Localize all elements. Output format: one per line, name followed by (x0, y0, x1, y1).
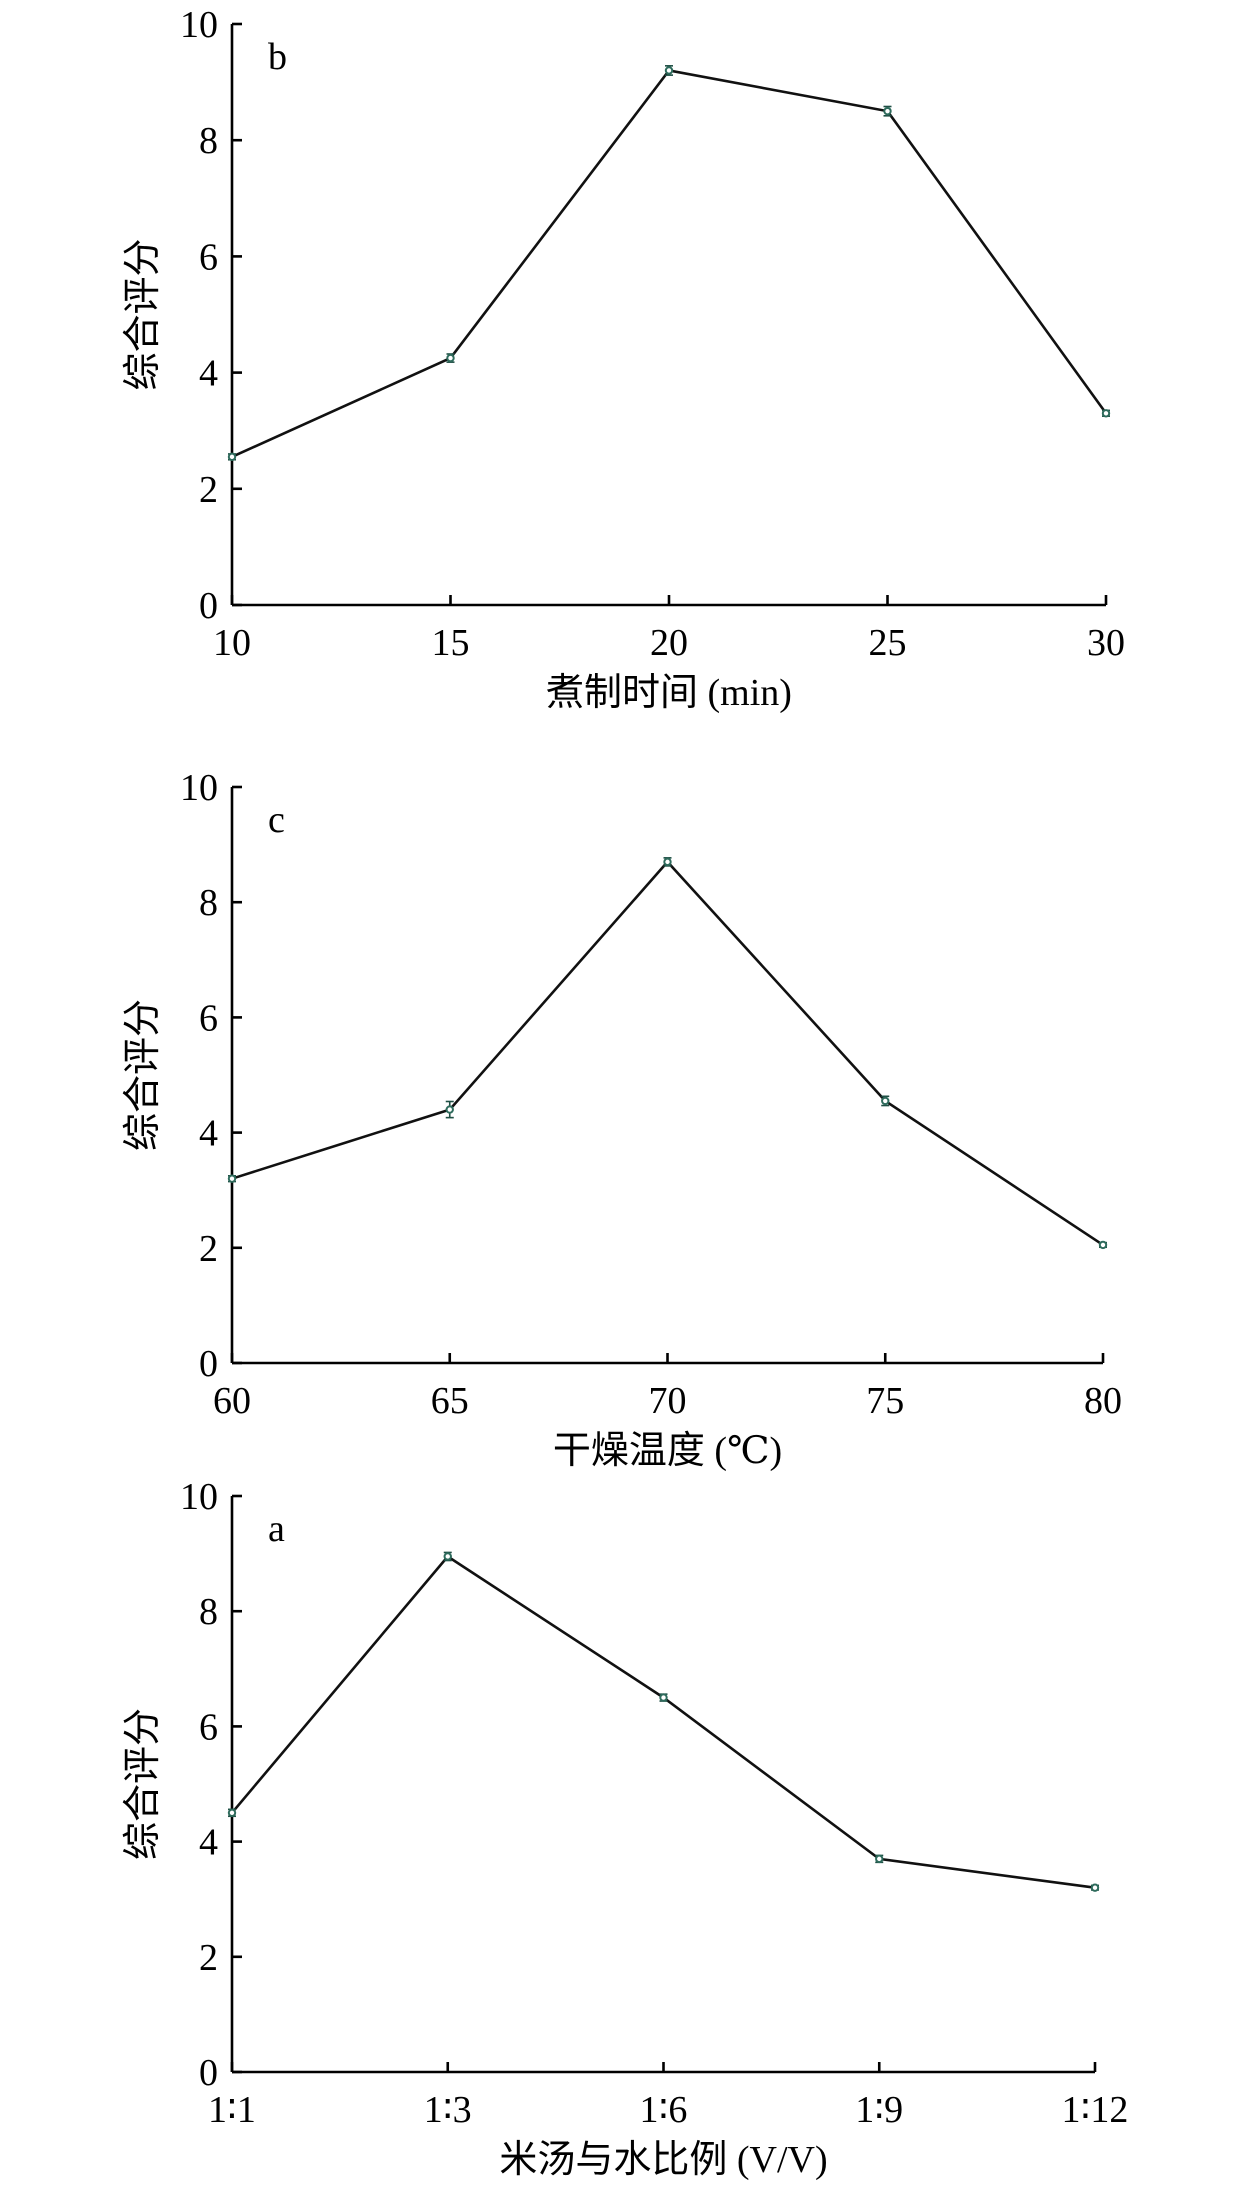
y-tick-label: 0 (199, 1343, 218, 1385)
chart-panel-a: 0 2 4 6 8 10 1∶1 1∶3 1∶6 1∶9 1∶12 米汤与水比例 (V/V) 综合评分 a (122, 1476, 1128, 2181)
x-tick-label: 25 (869, 622, 907, 664)
series-line (231, 69, 1108, 459)
x-tick-label: 65 (431, 1380, 469, 1422)
data-point (227, 1808, 237, 1818)
y-tick-label: 2 (199, 469, 218, 511)
y-axis-title: 综合评分 (122, 999, 164, 1151)
y-tick-label: 0 (199, 2052, 218, 2094)
y-tick-label: 10 (180, 4, 218, 46)
x-tick-label: 1∶9 (855, 2089, 903, 2131)
x-tick-label: 80 (1084, 1380, 1122, 1422)
x-tick-label: 1∶1 (208, 2089, 256, 2131)
data-point (883, 106, 892, 116)
y-tick-label: 2 (199, 1228, 218, 1270)
y-tick-label: 6 (199, 236, 218, 278)
data-point (664, 66, 674, 75)
panel-label: a (268, 1508, 285, 1550)
x-tick-label: 1∶3 (424, 2089, 472, 2131)
y-tick-label: 2 (199, 1937, 218, 1979)
x-tick-label: 1∶6 (640, 2089, 688, 2131)
x-tick-label: 60 (213, 1380, 251, 1422)
chart-panel-b: 0 2 4 6 8 10 10 15 20 25 30 煮制时间 (min) 综合评分 b (122, 4, 1125, 714)
data-point (881, 1096, 890, 1106)
x-tick-label: 15 (432, 622, 470, 664)
x-tick-label: 70 (649, 1380, 687, 1422)
x-tick-label: 1∶12 (1062, 2089, 1129, 2131)
x-axis-title: 米汤与水比例 (V/V) (499, 2139, 827, 2181)
data-point (443, 1552, 452, 1561)
y-tick-label: 8 (199, 882, 218, 924)
y-tick-label: 10 (180, 1476, 218, 1518)
x-tick-label: 10 (213, 622, 251, 664)
data-point (1090, 1883, 1100, 1892)
y-tick-label: 6 (199, 1706, 218, 1748)
data-point (227, 452, 237, 462)
x-tick-label: 75 (866, 1380, 904, 1422)
y-tick-label: 4 (199, 353, 218, 395)
panel-label: c (268, 799, 285, 841)
data-point (227, 1174, 237, 1183)
y-tick-label: 0 (199, 585, 218, 627)
panel-label: b (268, 36, 287, 78)
data-point (445, 1105, 454, 1114)
series-line (231, 859, 1104, 1247)
y-tick-label: 4 (199, 1822, 218, 1864)
data-point (446, 353, 455, 363)
chart-panel-c: 0 2 4 6 8 10 60 65 70 75 80 干燥温度 (℃) 综合评分 c (122, 767, 1122, 1472)
x-axis-title: 煮制时间 (min) (546, 672, 792, 714)
series-line (231, 1554, 1096, 1889)
y-axis-title: 综合评分 (122, 238, 164, 390)
data-point (875, 1854, 884, 1864)
y-tick-label: 6 (199, 997, 218, 1039)
x-tick-label: 30 (1087, 622, 1125, 664)
data-point (659, 1693, 668, 1702)
y-tick-label: 4 (199, 1113, 218, 1155)
y-tick-label: 8 (199, 120, 218, 162)
data-point (663, 857, 672, 867)
y-tick-label: 8 (199, 1591, 218, 1633)
data-point (1098, 1240, 1108, 1250)
y-tick-label: 10 (180, 767, 218, 809)
x-tick-label: 20 (650, 622, 688, 664)
y-axis-title: 综合评分 (122, 1708, 164, 1860)
data-point (1101, 409, 1111, 418)
x-axis-title: 干燥温度 (℃) (553, 1430, 782, 1472)
